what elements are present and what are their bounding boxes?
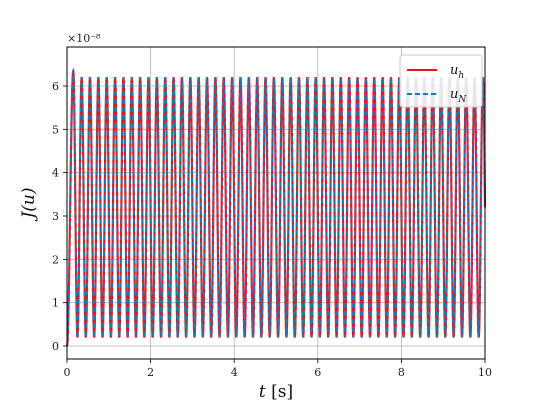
y-multiplier-label: ×10⁻⁸: [67, 32, 101, 45]
y-tick-label: 2: [52, 253, 59, 266]
legend-label-u-h: uh: [450, 63, 464, 81]
x-tick-label: 6: [314, 366, 321, 379]
legend-label-u-n: uN: [450, 87, 467, 105]
legend-label-subscript: h: [458, 71, 464, 81]
x-tick-label: 8: [398, 366, 405, 379]
x-axis-label-var: t: [259, 382, 271, 402]
series-line-u-n: [66, 68, 486, 347]
x-tick-label: 2: [147, 366, 154, 379]
x-axis-label-unit: [s]: [271, 382, 293, 402]
y-axis-label: J(u): [19, 187, 39, 221]
y-tick-label: 3: [52, 210, 59, 223]
ticks: 0 2 4 6 8 10 0 1 2 3 4 5 6: [52, 80, 492, 379]
y-tick-label: 0: [52, 340, 59, 353]
y-tick-label: 4: [52, 167, 59, 180]
x-tick-label: 4: [231, 366, 238, 379]
y-tick-label: 5: [52, 123, 59, 136]
y-tick-label: 1: [52, 297, 59, 310]
legend-label-base: u: [450, 87, 458, 102]
legend-label-subscript: N: [457, 95, 467, 105]
y-tick-label: 6: [52, 80, 59, 93]
plot-frame: [66, 46, 486, 360]
legend-label-base: u: [450, 63, 458, 78]
x-tick-label: 10: [478, 366, 492, 379]
legend-box: [399, 54, 483, 108]
x-tick-label: 0: [64, 366, 71, 379]
x-axis-label: t [s]: [259, 382, 293, 402]
